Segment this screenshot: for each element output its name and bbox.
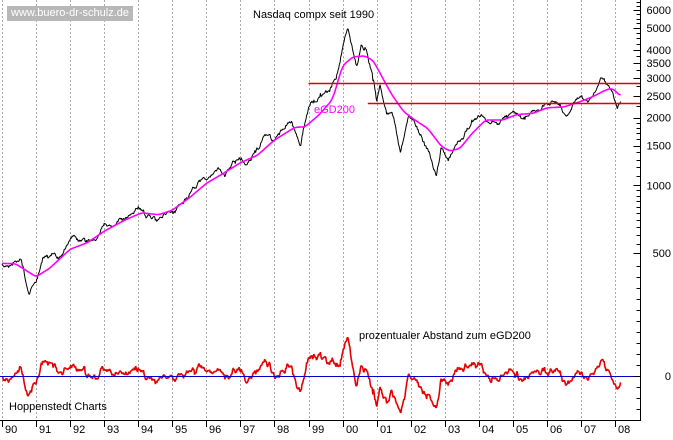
x-axis-tick-label: 90 xyxy=(5,424,17,436)
y-axis-tick-label: 3500 xyxy=(647,58,671,70)
resistance-lines xyxy=(308,82,640,105)
y-axis-tick-label: 1000 xyxy=(647,180,671,192)
y-axis-tick-label: 5000 xyxy=(647,23,671,35)
oscillator-panel xyxy=(0,336,640,414)
x-axis-tick-label: 95 xyxy=(175,424,187,436)
oscillator-line xyxy=(1,336,622,414)
chart-title: Nasdaq compx seit 1990 xyxy=(253,9,375,21)
x-axis-tick-label: 00 xyxy=(346,424,358,436)
x-axis-tick-label: 97 xyxy=(243,424,255,436)
y-axis-tick-label: 2000 xyxy=(647,113,671,125)
x-axis-tick-label: 99 xyxy=(312,424,324,436)
nasdaq-price-line xyxy=(1,28,621,295)
ema-series-label: eGD200 xyxy=(314,104,355,116)
y-axis-tick-label: 6000 xyxy=(647,5,671,17)
x-axis-tick-label: 93 xyxy=(107,424,119,436)
x-axis-tick-label: 92 xyxy=(73,424,85,436)
x-axis-tick-label: 96 xyxy=(209,424,221,436)
x-axis-tick-label: 01 xyxy=(380,424,392,436)
website-badge: www.buero-dr-schulz.de xyxy=(7,6,133,21)
oscillator-label: prozentualer Abstand zum eGD200 xyxy=(359,330,531,342)
x-axis-tick-label: 04 xyxy=(482,424,494,436)
y-axis-tick-label: 1500 xyxy=(647,141,671,153)
x-axis-tick-label: 05 xyxy=(516,424,528,436)
x-axis-tick-label: 98 xyxy=(277,424,289,436)
x-axis-tick-label: 94 xyxy=(141,424,153,436)
y-axis-tick-label: 500 xyxy=(653,248,671,260)
x-axis-tick-label: 91 xyxy=(39,424,51,436)
x-axis-tick-label: 07 xyxy=(584,424,596,436)
year-gridlines xyxy=(2,0,616,420)
y-axis-tick-label: 2500 xyxy=(647,91,671,103)
x-axis-tick-label: 02 xyxy=(414,424,426,436)
y-axis-tick-label: 4000 xyxy=(647,45,671,57)
price-series xyxy=(1,28,621,295)
x-axis-tick-label: 03 xyxy=(448,424,460,436)
x-axis-tick-label: 08 xyxy=(618,424,630,436)
oscillator-zero-label: 0 xyxy=(665,371,671,383)
credit-label: Hoppenstedt Charts xyxy=(9,401,107,413)
x-axis-tick-label: 06 xyxy=(550,424,562,436)
y-axis-tick-label: 3000 xyxy=(647,73,671,85)
egd200-line xyxy=(1,55,621,277)
